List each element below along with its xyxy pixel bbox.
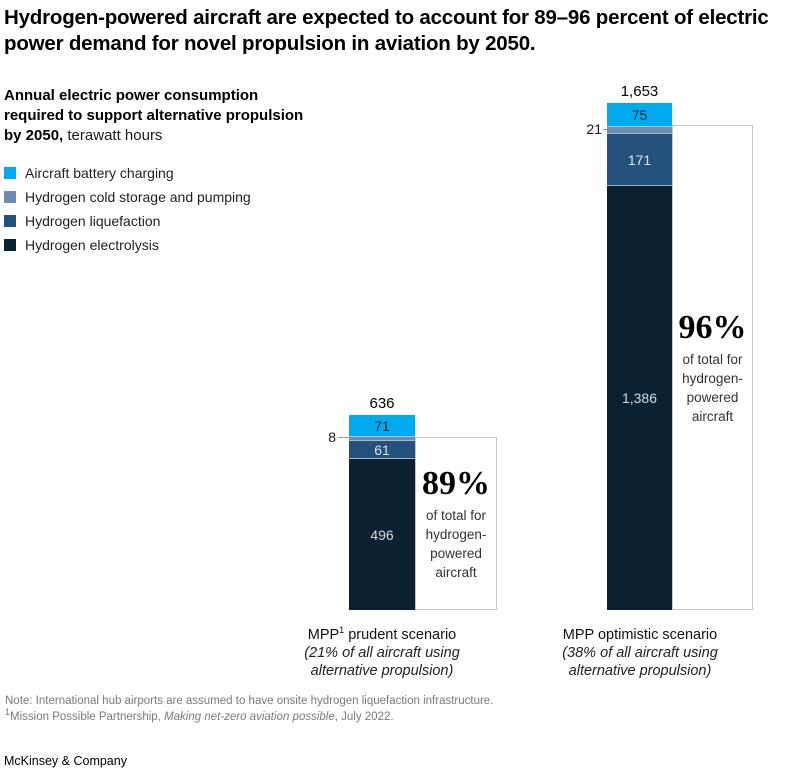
leader-line [338, 437, 349, 438]
scenario-note-line2: alternative propulsion) [568, 663, 712, 679]
page-title: Hydrogen-powered aircraft are expected t… [4, 6, 769, 55]
segment-battery-charging: 75 [607, 103, 672, 126]
scenario-note-line2: alternative propulsion) [310, 663, 454, 679]
chart-subtitle-units: terawatt hours [63, 127, 163, 144]
footnote-source-pre: Mission Possible Partnership, [10, 710, 165, 723]
footnote-note: Note: International hub airports are ass… [5, 695, 494, 707]
scenario-note-line1: (38% of all aircraft using [562, 645, 718, 661]
bar-total-label: 1,653 [620, 83, 659, 100]
footnote-source-title: Making net-zero aviation possible [164, 710, 335, 723]
segment-value: 71 [374, 417, 390, 434]
axis-label-optimistic: MPP optimistic scenario (38% of all airc… [530, 626, 750, 680]
chart-subtitle-bold: Annual electric power consumption requir… [4, 87, 304, 144]
scenario-name-text: MPP optimistic scenario [562, 627, 718, 643]
callout-percentage: 96% [678, 309, 747, 346]
legend-swatch-liquefaction [4, 215, 16, 227]
segment-value: 1,386 [621, 390, 658, 406]
legend-item-liquefaction: Hydrogen liquefaction [4, 209, 251, 233]
legend-label: Hydrogen electrolysis [25, 237, 159, 253]
axis-label-prudent: MPP1 prudent scenario (21% of all aircra… [272, 626, 492, 680]
segment-value: 171 [627, 151, 652, 168]
footnote-source: 1Mission Possible Partnership, Making ne… [5, 706, 493, 726]
legend-label: Hydrogen liquefaction [25, 213, 161, 229]
segment-value: 61 [374, 442, 390, 458]
mckinsey-wordmark: McKinsey & Company [4, 754, 127, 768]
legend-item-electrolysis: Hydrogen electrolysis [4, 233, 251, 257]
leader-line [603, 129, 607, 130]
legend-swatch-battery [4, 167, 16, 179]
callout-caption: of total for hydrogen-powered aircraft [682, 352, 743, 424]
cold-storage-value-label: 21 [586, 121, 602, 137]
legend-swatch-cold-storage [4, 191, 16, 203]
scenario-name-text: MPP [307, 627, 340, 643]
scenario-note-line1: (21% of all aircraft using [304, 645, 460, 661]
callout-box-prudent: 89% of total for hydrogen-powered aircra… [415, 437, 497, 610]
segment-battery-charging: 71 [349, 415, 415, 436]
legend-label: Hydrogen cold storage and pumping [25, 189, 251, 205]
stacked-bar-prudent: 636 71 61 496 [349, 395, 415, 610]
legend-swatch-electrolysis [4, 239, 16, 251]
footnote-source-post: , July 2022. [334, 710, 394, 723]
scenario-name-text: prudent scenario [344, 627, 457, 643]
legend-item-cold-storage: Hydrogen cold storage and pumping [4, 185, 251, 209]
cold-storage-value-label: 8 [328, 429, 336, 445]
segment-value: 496 [370, 526, 394, 543]
segment-electrolysis: 496 [349, 458, 415, 610]
footnote-marker: 1 [5, 706, 11, 717]
bar-total-label: 636 [369, 395, 395, 412]
footnote-marker: 1 [339, 625, 345, 636]
chart-subtitle: Annual electric power consumption requir… [4, 86, 304, 146]
callout-box-optimistic: 96% of total for hydrogen-powered aircra… [672, 125, 753, 610]
legend-label: Aircraft battery charging [25, 165, 174, 181]
stacked-bar-optimistic: 1,653 75 171 1,386 [607, 83, 672, 610]
callout-percentage: 89% [422, 465, 490, 502]
segment-cold-storage [349, 436, 415, 440]
footnotes: Note: International hub airports are ass… [5, 694, 493, 725]
callout-caption: of total for hydrogen-powered aircraft [425, 508, 487, 580]
segment-value: 75 [631, 106, 648, 123]
segment-electrolysis: 1,386 [607, 185, 672, 610]
scenario-name: MPP optimistic scenario [530, 626, 750, 644]
legend: Aircraft battery charging Hydrogen cold … [4, 161, 251, 257]
legend-item-battery: Aircraft battery charging [4, 161, 251, 185]
scenario-name: MPP1 prudent scenario [272, 626, 492, 644]
segment-cold-storage [607, 126, 672, 133]
segment-liquefaction: 171 [607, 133, 672, 185]
